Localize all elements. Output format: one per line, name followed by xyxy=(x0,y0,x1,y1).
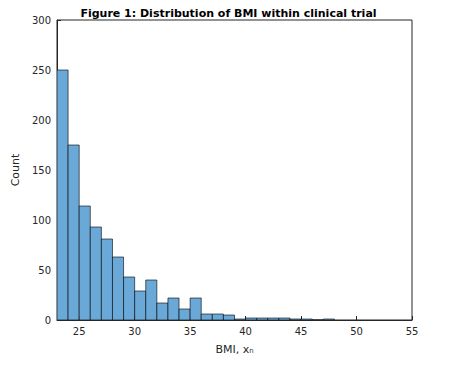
svg-text:100: 100 xyxy=(32,215,51,226)
svg-text:Count: Count xyxy=(9,153,22,186)
svg-text:150: 150 xyxy=(32,165,51,176)
svg-text:50: 50 xyxy=(350,326,363,337)
svg-text:0: 0 xyxy=(45,315,51,326)
svg-text:50: 50 xyxy=(38,265,51,276)
svg-text:BMI, xₙ: BMI, xₙ xyxy=(215,343,253,356)
svg-text:35: 35 xyxy=(184,326,197,337)
svg-text:30: 30 xyxy=(128,326,141,337)
svg-text:Figure 1: Distribution of BMI: Figure 1: Distribution of BMI within cli… xyxy=(80,7,376,20)
svg-text:25: 25 xyxy=(73,326,86,337)
svg-text:55: 55 xyxy=(406,326,419,337)
svg-text:250: 250 xyxy=(32,65,51,76)
svg-text:45: 45 xyxy=(295,326,308,337)
svg-text:300: 300 xyxy=(32,15,51,26)
svg-text:200: 200 xyxy=(32,115,51,126)
svg-text:40: 40 xyxy=(239,326,252,337)
